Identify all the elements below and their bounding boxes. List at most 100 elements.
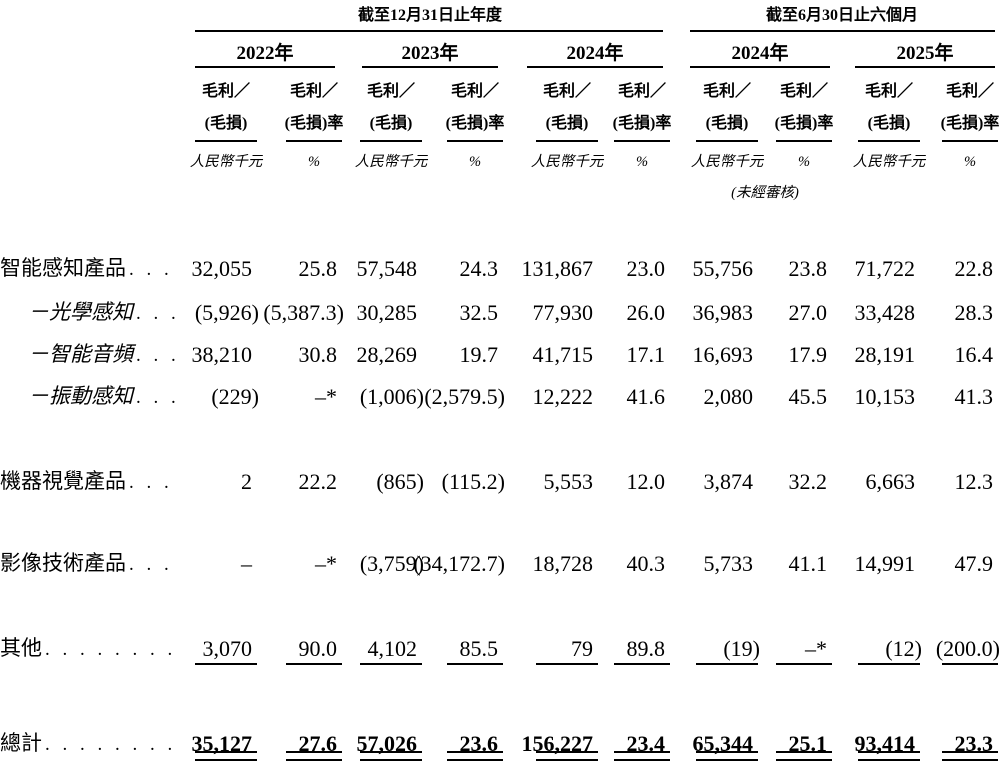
table-row: －光學感知. . . . . . . . . . . . . . . . . .…	[0, 299, 1000, 326]
column-header-line2: (毛損)率	[774, 115, 834, 132]
cell-value: 5,733	[703, 551, 754, 576]
column-header-line1: 毛利／	[289, 83, 338, 100]
column-header-line1: 毛利／	[864, 83, 913, 100]
value-cell: 27.0	[717, 299, 828, 326]
value-cell: (1,006)	[307, 383, 424, 410]
value-cell: 79	[483, 635, 593, 662]
group-header-rule	[690, 30, 995, 32]
table-row: 其他. . . . . . . . . . . . . . . . . . . …	[0, 635, 1000, 665]
column-header: 毛利／ (毛損)	[171, 76, 281, 140]
paren-hang: )	[336, 300, 344, 325]
total-double-underline	[696, 751, 758, 753]
dot-leader: . . . . . . . . . . . . . . . . . . . . …	[129, 259, 178, 280]
value-cell: (3,759)	[307, 550, 424, 577]
column-header: 毛利／ (毛損)	[336, 76, 446, 140]
cell-value: 10,153	[854, 384, 916, 409]
row-label-text: 智能感知產品	[0, 257, 126, 280]
cell-value: 33,428	[854, 300, 916, 325]
cell-value: 32.5	[459, 300, 499, 325]
cell-value: (200.0)	[935, 636, 1000, 661]
dot-leader: . . . . . . . . . . . . . . . . . . . . …	[129, 554, 178, 575]
year-rule	[855, 66, 995, 68]
row-label: 影像技術產品. . . . . . . . . . . . . . . . . …	[0, 550, 178, 577]
column-header-line2: (毛損)	[705, 115, 749, 132]
row-label-text: 其他	[0, 637, 42, 660]
value-cell: 5,553	[483, 468, 594, 495]
cell-value: 12.3	[954, 469, 994, 494]
dot-leader: . . . . . . . . . . . . . . . . . . . . …	[136, 345, 178, 366]
column-header-line2: (毛損)率	[445, 115, 505, 132]
value-cell: 23.3	[883, 730, 994, 757]
subtotal-underline	[942, 663, 998, 665]
value-cell: 90.0	[227, 635, 338, 662]
column-header-rule	[776, 140, 832, 142]
cell-value: (19)	[723, 636, 760, 661]
value-cell: (200.0)	[883, 635, 1000, 662]
value-cell: 32,055	[142, 255, 253, 282]
value-cell: 12,222	[483, 383, 594, 410]
column-header-line2: (毛損)	[545, 115, 589, 132]
subtotal-underline	[614, 663, 670, 665]
unit-label: %	[307, 154, 321, 170]
total-double-underline	[614, 751, 670, 753]
subtotal-underline	[286, 663, 342, 665]
paren-hang: )	[251, 300, 259, 325]
value-cell: 12.3	[883, 468, 994, 495]
column-header-rule	[858, 140, 920, 142]
total-double-underline	[286, 759, 342, 761]
value-cell: 77,930	[483, 299, 594, 326]
table-row: 機器視覺產品. . . . . . . . . . . . . . . . . …	[0, 468, 1000, 495]
value-cell: 25.8	[227, 255, 338, 282]
total-double-underline	[286, 751, 342, 753]
cell-value: 27.0	[788, 300, 828, 325]
cell-value: (3,759)	[359, 551, 424, 576]
row-label-text: 影像技術產品	[0, 552, 126, 575]
cell-value: 57,548	[356, 256, 418, 281]
row-label: －智能音頻. . . . . . . . . . . . . . . . . .…	[28, 341, 178, 368]
cell-value: –*	[805, 636, 827, 661]
value-cell: 28,269	[307, 341, 418, 368]
value-cell: 89.8	[555, 635, 666, 662]
table-row: 智能感知產品. . . . . . . . . . . . . . . . . …	[0, 255, 1000, 282]
paren-hang: )	[497, 469, 505, 494]
row-label-text: －振動感知	[28, 384, 133, 408]
total-double-underline	[614, 759, 670, 761]
cell-value: 32.2	[788, 469, 828, 494]
cell-value: 77,930	[532, 300, 594, 325]
column-header-line1: 毛利／	[617, 83, 666, 100]
value-cell: 45.5	[717, 383, 828, 410]
cell-value: (12)	[885, 636, 922, 661]
year-label: 2025年	[896, 43, 954, 64]
value-cell: 57,548	[307, 255, 418, 282]
row-label: 總計. . . . . . . . . . . . . . . . . . . …	[0, 730, 178, 757]
value-cell: –*	[227, 550, 337, 577]
column-header-rule	[447, 140, 503, 142]
value-cell: 38,210	[142, 341, 253, 368]
column-header: 毛利／ (毛損)率	[259, 76, 369, 140]
column-header-line2: (毛損)率	[284, 115, 344, 132]
column-header-line1: 毛利／	[702, 83, 751, 100]
cell-value: 19.7	[459, 342, 499, 367]
year-label: 2024年	[731, 43, 789, 64]
cell-value: 85.5	[459, 636, 499, 661]
cell-value: 22.2	[298, 469, 338, 494]
period-group-title-interim: 截至6月30日止六個月	[765, 7, 918, 24]
cell-value: (1,006)	[359, 384, 424, 409]
cell-value: –	[241, 551, 252, 576]
value-cell: –	[142, 550, 252, 577]
value-cell: 22.2	[227, 468, 338, 495]
value-cell: 41.6	[555, 383, 666, 410]
column-header-rule	[536, 140, 598, 142]
cell-value: 32,055	[191, 256, 253, 281]
value-cell: (865)	[307, 468, 424, 495]
column-header-rule	[614, 140, 670, 142]
column-header: 毛利／ (毛損)	[672, 76, 782, 140]
total-double-underline	[696, 759, 758, 761]
total-double-underline	[447, 751, 503, 753]
value-cell: 17.1	[555, 341, 666, 368]
cell-value: 79	[571, 636, 593, 661]
total-double-underline	[360, 759, 422, 761]
cell-value: 71,722	[854, 256, 916, 281]
unit-label: 人民幣千元	[189, 154, 263, 170]
